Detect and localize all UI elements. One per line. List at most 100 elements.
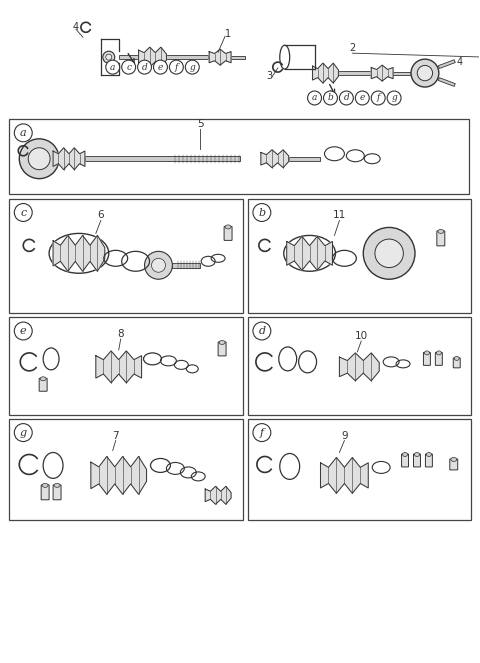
Ellipse shape	[424, 351, 430, 355]
FancyBboxPatch shape	[435, 353, 443, 365]
Circle shape	[253, 322, 271, 340]
Circle shape	[14, 322, 32, 340]
FancyBboxPatch shape	[413, 454, 420, 467]
Circle shape	[152, 259, 166, 272]
FancyBboxPatch shape	[218, 342, 226, 356]
Ellipse shape	[436, 351, 441, 355]
Text: e: e	[158, 62, 163, 72]
Bar	[9, 317, 243, 414]
Polygon shape	[172, 263, 200, 268]
Text: 9: 9	[341, 430, 348, 440]
Polygon shape	[96, 351, 142, 383]
Circle shape	[154, 60, 168, 74]
Circle shape	[308, 91, 322, 105]
Bar	[248, 317, 471, 414]
Circle shape	[411, 59, 439, 87]
Text: b: b	[258, 208, 265, 217]
Bar	[248, 418, 471, 520]
Circle shape	[355, 91, 369, 105]
Text: 1: 1	[225, 29, 231, 39]
Ellipse shape	[415, 452, 420, 456]
Ellipse shape	[454, 357, 459, 361]
Circle shape	[253, 424, 271, 442]
Polygon shape	[321, 457, 368, 493]
Text: e: e	[20, 326, 26, 336]
Ellipse shape	[426, 452, 432, 456]
Circle shape	[253, 204, 271, 221]
Circle shape	[14, 424, 32, 442]
Ellipse shape	[54, 483, 60, 487]
Text: 5: 5	[197, 119, 204, 129]
Text: a: a	[110, 62, 115, 72]
Circle shape	[417, 66, 432, 81]
Text: 7: 7	[112, 430, 119, 440]
FancyBboxPatch shape	[53, 485, 61, 500]
FancyBboxPatch shape	[224, 227, 232, 241]
Text: 2: 2	[349, 43, 356, 53]
Circle shape	[324, 91, 337, 105]
Ellipse shape	[42, 483, 48, 487]
FancyBboxPatch shape	[423, 353, 431, 365]
Bar	[9, 198, 243, 313]
Text: e: e	[360, 93, 365, 103]
Ellipse shape	[225, 225, 231, 229]
Text: g: g	[20, 428, 27, 438]
Polygon shape	[393, 72, 412, 74]
Ellipse shape	[40, 377, 46, 381]
Circle shape	[387, 91, 401, 105]
Text: b: b	[327, 93, 333, 103]
Polygon shape	[53, 148, 85, 170]
Circle shape	[185, 60, 199, 74]
Polygon shape	[438, 78, 455, 86]
Bar	[9, 418, 243, 520]
Circle shape	[144, 251, 172, 279]
Text: 6: 6	[97, 210, 104, 221]
Text: f: f	[376, 93, 380, 103]
FancyBboxPatch shape	[41, 485, 49, 500]
Ellipse shape	[403, 452, 408, 456]
Circle shape	[28, 148, 50, 170]
Text: a: a	[20, 128, 26, 138]
FancyBboxPatch shape	[450, 459, 458, 470]
Polygon shape	[167, 56, 208, 59]
Text: c: c	[20, 208, 26, 217]
Polygon shape	[287, 237, 333, 271]
Text: 3: 3	[267, 71, 273, 81]
Text: d: d	[258, 326, 265, 336]
Text: f: f	[260, 428, 264, 438]
Text: 4: 4	[457, 57, 463, 67]
Text: f: f	[175, 62, 178, 72]
Circle shape	[14, 204, 32, 221]
FancyBboxPatch shape	[402, 454, 408, 467]
Text: g: g	[190, 62, 195, 72]
Bar	[9, 119, 468, 194]
Text: a: a	[312, 93, 317, 103]
Polygon shape	[288, 156, 320, 160]
Circle shape	[339, 91, 353, 105]
Polygon shape	[53, 235, 105, 271]
Circle shape	[103, 51, 115, 63]
Polygon shape	[91, 456, 146, 495]
Polygon shape	[119, 55, 139, 59]
Polygon shape	[312, 63, 338, 83]
Text: c: c	[126, 62, 131, 72]
FancyBboxPatch shape	[453, 358, 460, 368]
FancyBboxPatch shape	[39, 379, 47, 391]
Circle shape	[106, 54, 112, 60]
Polygon shape	[231, 56, 245, 58]
Polygon shape	[438, 60, 455, 68]
Circle shape	[106, 60, 120, 74]
Text: d: d	[344, 93, 349, 103]
Circle shape	[14, 124, 32, 142]
Text: d: d	[142, 62, 147, 72]
Circle shape	[363, 227, 415, 279]
Circle shape	[19, 139, 59, 178]
Ellipse shape	[438, 229, 444, 233]
Ellipse shape	[451, 457, 457, 461]
Bar	[248, 198, 471, 313]
FancyBboxPatch shape	[425, 454, 432, 467]
Circle shape	[122, 60, 136, 74]
Text: 4: 4	[73, 23, 79, 32]
Polygon shape	[205, 487, 231, 505]
Polygon shape	[339, 353, 379, 381]
